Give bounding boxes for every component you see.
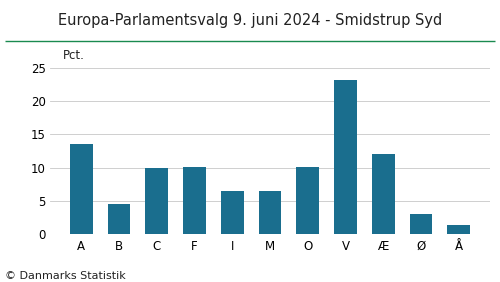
Text: Europa-Parlamentsvalg 9. juni 2024 - Smidstrup Syd: Europa-Parlamentsvalg 9. juni 2024 - Smi… [58, 13, 442, 28]
Bar [410, 214, 432, 234]
Bar [146, 168, 168, 234]
Text: © Danmarks Statistik: © Danmarks Statistik [5, 271, 126, 281]
Bar [296, 167, 319, 234]
Bar [108, 204, 130, 234]
Bar [334, 80, 357, 234]
Bar [258, 191, 281, 234]
Text: Pct.: Pct. [62, 49, 84, 62]
Bar [221, 191, 244, 234]
Bar [448, 225, 470, 234]
Bar [70, 144, 92, 234]
Bar [372, 154, 394, 234]
Bar [183, 167, 206, 234]
